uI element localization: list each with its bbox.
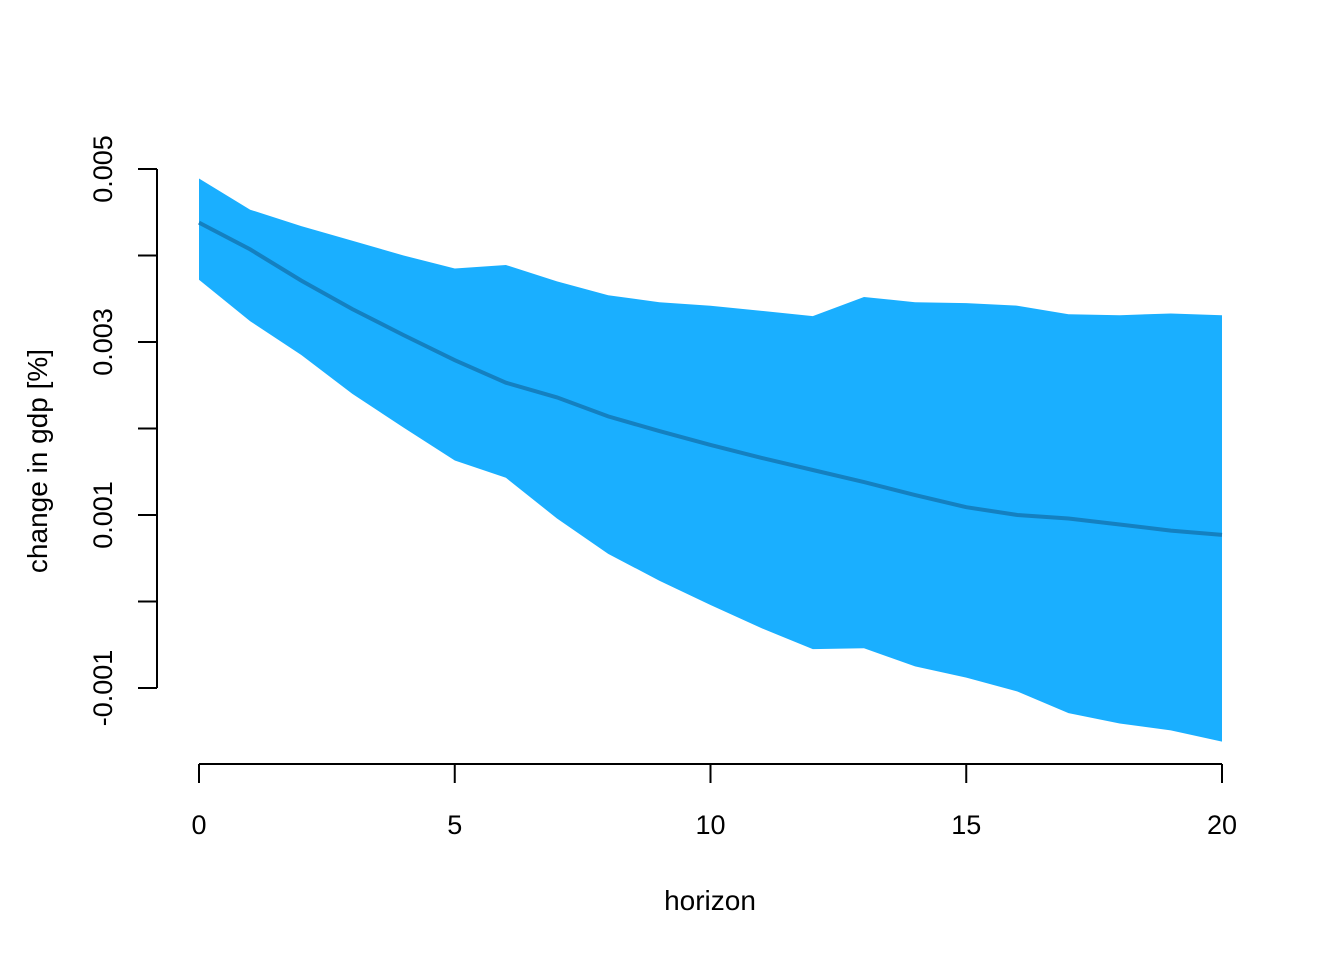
- x-axis: 0 5 10 15 20: [191, 763, 1237, 840]
- plot-area: [198, 178, 1223, 742]
- y-ticks: -0.001 0.001 0.003 0.005: [88, 135, 157, 726]
- x-tick-label: 10: [695, 810, 725, 840]
- y-tick-label: 0.005: [88, 135, 118, 203]
- y-axis: -0.001 0.001 0.003 0.005: [88, 135, 158, 726]
- y-tick-label: 0.001: [88, 481, 118, 549]
- x-axis-title: horizon: [664, 885, 756, 916]
- y-tick-label: -0.001: [88, 650, 118, 727]
- y-axis-title: change in gdp [%]: [22, 349, 53, 573]
- y-tick-label: 0.003: [88, 308, 118, 376]
- x-tick-label: 15: [951, 810, 981, 840]
- x-ticks: 0 5 10 15 20: [191, 764, 1237, 840]
- median-line: [198, 220, 1223, 537]
- x-tick-label: 20: [1207, 810, 1237, 840]
- x-tick-label: 0: [191, 810, 206, 840]
- confidence-band: [199, 178, 1222, 742]
- x-tick-label: 5: [447, 810, 462, 840]
